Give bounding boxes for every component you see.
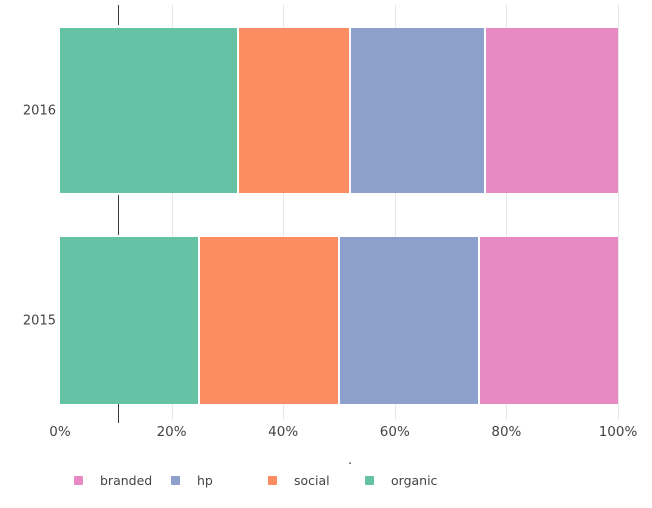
gridline	[171, 5, 173, 420]
bar-segment-2015-branded[interactable]	[480, 237, 618, 404]
gridline	[394, 5, 396, 420]
bar-segment-2015-organic[interactable]	[60, 237, 198, 404]
y-axis-divider	[117, 5, 119, 25]
gridline	[618, 5, 619, 420]
legend-label: social	[294, 472, 330, 488]
x-tick-label: 60%	[379, 424, 410, 440]
bar-segment-2016-organic[interactable]	[60, 28, 237, 193]
y-axis-divider	[117, 195, 119, 235]
x-tick-label: 40%	[268, 424, 299, 440]
bar-segment-2016-branded[interactable]	[485, 28, 619, 193]
legend-item-hp[interactable]: hp	[171, 473, 268, 488]
legend-label: hp	[197, 472, 213, 488]
x-axis-title: .	[348, 453, 353, 468]
legend-label: branded	[100, 472, 153, 488]
x-tick-label: 0%	[49, 424, 71, 440]
x-tick-label: 100%	[598, 424, 638, 440]
y-category-label: 2016	[22, 103, 56, 118]
zero-tick	[117, 404, 119, 423]
gridline	[506, 5, 508, 420]
legend-item-social[interactable]: social	[268, 473, 365, 488]
legend-swatch-organic	[365, 475, 374, 485]
bar-segment-2016-social[interactable]	[238, 28, 350, 193]
legend-label: organic	[391, 472, 438, 488]
bar-segment-2015-social[interactable]	[200, 237, 338, 404]
gridline	[283, 5, 285, 420]
legend-swatch-hp	[171, 475, 180, 485]
bar-segment-2016-hp[interactable]	[351, 28, 484, 193]
x-tick-label: 20%	[156, 424, 187, 440]
legend: branded hp social organic	[74, 470, 462, 490]
legend-item-branded[interactable]: branded	[74, 473, 171, 488]
bar-segment-2015-hp[interactable]	[340, 237, 478, 404]
legend-swatch-social	[268, 475, 277, 485]
bar-2015	[60, 237, 618, 404]
bar-2016	[60, 28, 619, 193]
x-tick-label: 80%	[491, 424, 522, 440]
y-category-label: 2015	[22, 313, 56, 328]
legend-item-organic[interactable]: organic	[365, 473, 462, 488]
plot-area	[60, 5, 619, 423]
legend-swatch-branded	[74, 475, 83, 485]
